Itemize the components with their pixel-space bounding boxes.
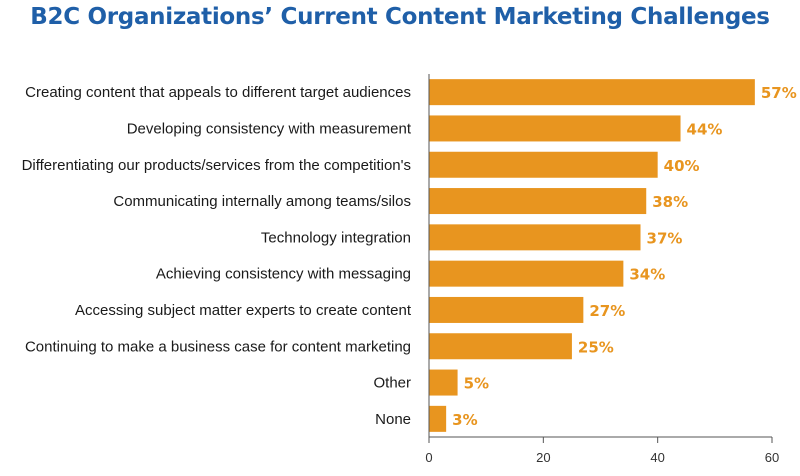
value-label: 44% [687,120,723,138]
bar [429,369,458,396]
bar [429,188,647,215]
bar [429,405,447,432]
value-label: 34% [629,266,665,284]
value-labels-layer: 57% 44% 40% 38% 37% 34%27% 25% 5% 3% [452,84,797,429]
value-label: 38% [652,193,688,211]
value-label: 5% [464,375,489,393]
category-label: Other [373,375,411,392]
category-label: Continuing to make a business case for c… [25,338,411,355]
category-label: Technology integration [261,229,411,246]
bar [429,151,658,178]
bar [429,296,584,323]
category-label: Accessing subject matter experts to crea… [75,302,412,319]
bar [429,115,681,142]
x-axis: 0 20 40 60 [425,74,779,465]
category-label: Differentiating our products/services fr… [22,157,411,174]
value-label: 37% [647,229,683,247]
value-label: 27% [589,302,625,320]
bar [429,333,572,360]
x-tick-label: 60 [765,450,779,465]
bar [429,260,624,287]
x-tick-label: 20 [536,450,550,465]
x-tick-label: 40 [650,450,664,465]
category-label: Creating content that appeals to differe… [25,84,411,101]
bars-layer [429,79,755,432]
x-tick-label: 0 [425,450,432,465]
value-label: 25% [578,338,614,356]
bar [429,79,755,106]
category-labels-layer: Creating content that appeals to differe… [22,84,412,428]
chart-title: B2C Organizations’ Current Content Marke… [30,4,770,30]
category-label: Achieving consistency with messaging [156,266,411,283]
category-label: None [375,411,411,428]
bar [429,224,641,251]
value-label: 40% [664,157,700,175]
category-label: Communicating internally among teams/sil… [113,193,411,210]
category-label: Developing consistency with measurement [127,120,412,137]
value-label: 3% [452,411,477,429]
value-label: 57% [761,84,797,102]
